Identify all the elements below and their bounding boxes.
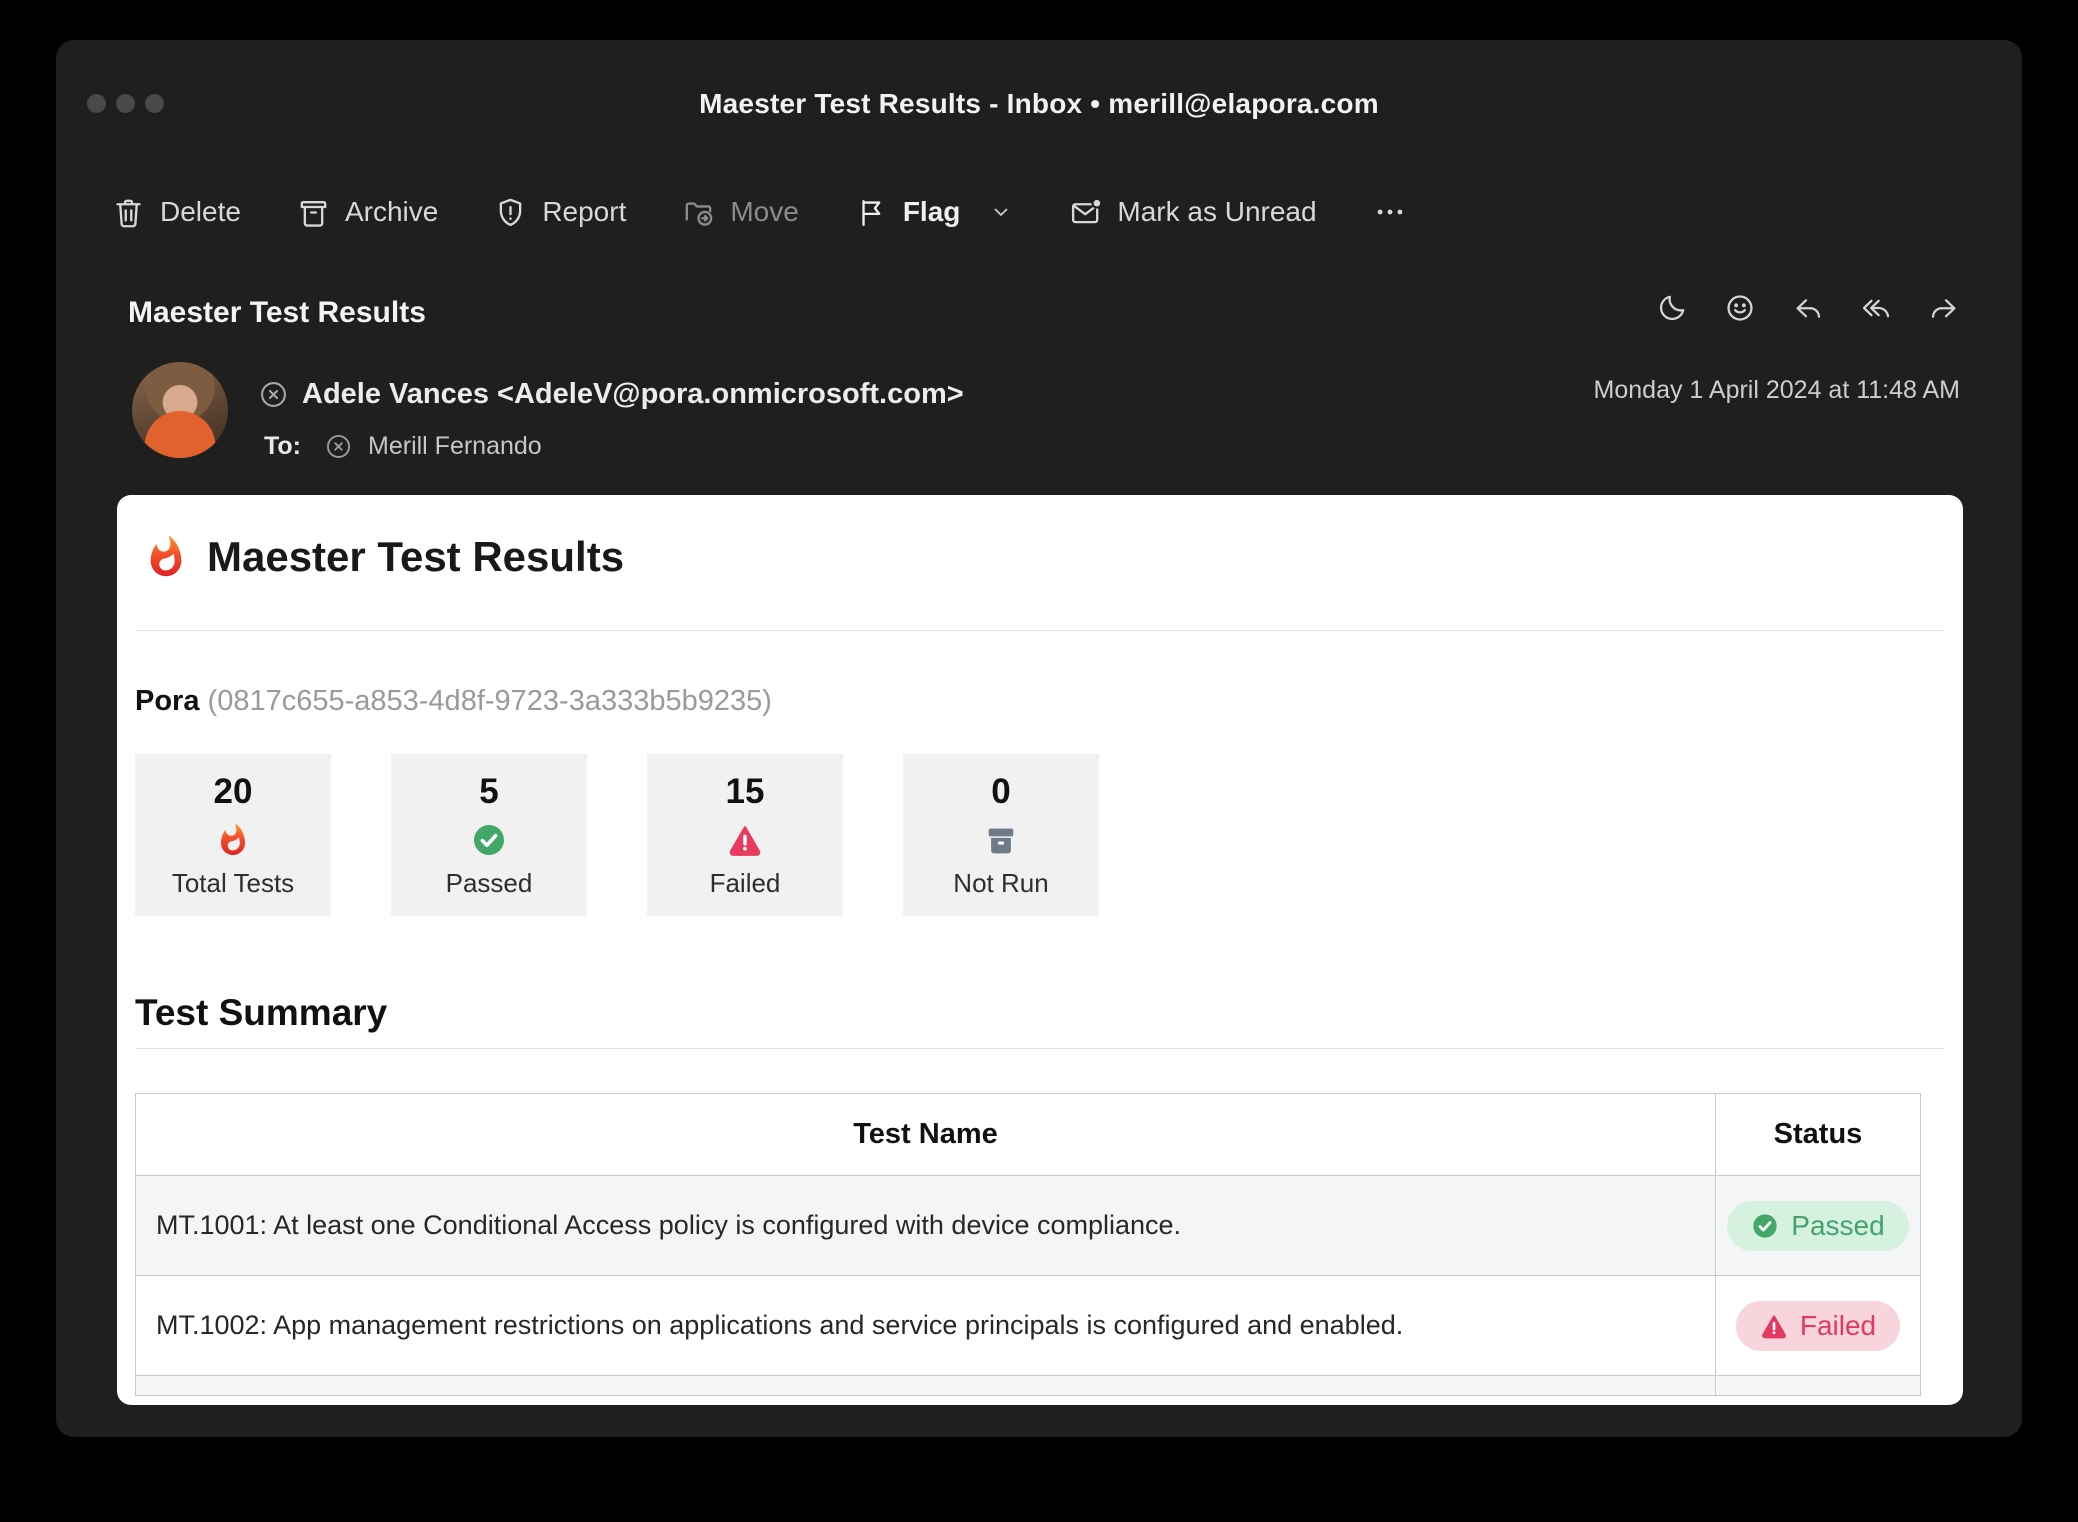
zoom-window-button[interactable]	[145, 94, 164, 113]
stat-card-failed: 15 Failed	[647, 754, 843, 916]
snooze-moon-icon[interactable]	[1656, 292, 1688, 324]
status-badge-label: Passed	[1791, 1209, 1885, 1241]
external-sender-circle-x-icon	[260, 381, 287, 408]
folder-move-icon	[686, 201, 713, 226]
tenant-line: Pora (0817c655-a853-4d8f-9723-3a333b5b92…	[135, 685, 1945, 718]
window-title: Maester Test Results - Inbox • merill@el…	[699, 88, 1379, 119]
stat-failed-value: 15	[725, 771, 765, 811]
sender-name-email: Adele Vances <AdeleV@pora.onmicrosoft.co…	[302, 378, 964, 410]
stat-total-label: Total Tests	[171, 867, 295, 898]
report-button[interactable]: Report	[494, 196, 626, 229]
delete-label: Delete	[160, 196, 241, 227]
email-title-row: Maester Test Results	[143, 532, 1945, 582]
sender-row[interactable]: Adele Vances <AdeleV@pora.onmicrosoft.co…	[260, 378, 964, 411]
table-header-row: Test Name Status	[135, 1093, 1921, 1176]
check-circle-icon	[1753, 1213, 1777, 1238]
move-button[interactable]: Move	[682, 196, 799, 229]
mark-as-unread-label: Mark as Unread	[1117, 196, 1317, 227]
message-subject: Maester Test Results	[128, 296, 426, 329]
stat-passed-label: Passed	[445, 867, 533, 898]
more-icon	[1377, 209, 1402, 215]
archive-label: Archive	[344, 196, 439, 227]
mail-app-window: Maester Test Results - Inbox • merill@el…	[56, 40, 2022, 1437]
stats-row: 20 Total Tests 5 Passed 15	[135, 754, 1945, 916]
stat-total-value: 20	[213, 771, 253, 811]
status-cell: Passed	[1715, 1175, 1921, 1276]
shield-report-icon	[500, 198, 522, 226]
check-circle-icon	[474, 824, 504, 855]
warning-triangle-icon	[729, 825, 761, 856]
title-divider	[135, 630, 1945, 631]
table-row: MT.1002: App management restrictions on …	[135, 1275, 1921, 1376]
mail-unread-dot-icon	[1072, 197, 1103, 223]
emoji-reaction-icon[interactable]	[1724, 292, 1756, 324]
move-label: Move	[730, 196, 799, 227]
more-actions-button[interactable]	[1373, 195, 1407, 229]
tenant-id: (0817c655-a853-4d8f-9723-3a333b5b9235)	[207, 685, 772, 717]
email-body: Maester Test Results Pora (0817c655-a853…	[117, 495, 1963, 1405]
tenant-name: Pora	[135, 685, 200, 717]
test-name-cell: MT.1001: At least one Conditional Access…	[135, 1175, 1716, 1276]
stat-card-passed: 5 Passed	[391, 754, 587, 916]
flag-icon	[862, 199, 881, 226]
table-row: MT.1001: At least one Conditional Access…	[135, 1175, 1921, 1276]
message-toolbar: Delete Archive Report Move	[112, 182, 1407, 242]
status-cell: Failed	[1715, 1275, 1921, 1376]
flag-label: Flag	[902, 196, 961, 227]
archive-box-icon	[988, 828, 1014, 853]
message-actions	[1656, 292, 1960, 324]
minimize-window-button[interactable]	[116, 94, 135, 113]
stat-card-total: 20 Total Tests	[135, 754, 331, 916]
test-name-cell: MT.1002: App management restrictions on …	[135, 1275, 1716, 1376]
test-results-table: Test Name Status MT.1001: At least one C…	[135, 1093, 1921, 1396]
flag-button[interactable]: Flag	[855, 196, 1014, 229]
close-window-button[interactable]	[87, 94, 106, 113]
flame-icon	[150, 535, 182, 577]
test-summary-heading: Test Summary	[135, 992, 1945, 1049]
status-badge-failed: Failed	[1735, 1300, 1901, 1351]
reply-all-icon[interactable]	[1860, 292, 1892, 324]
warning-triangle-icon	[1761, 1314, 1786, 1338]
status-column-header: Status	[1715, 1093, 1921, 1176]
sender-avatar[interactable]	[132, 362, 228, 458]
forward-icon[interactable]	[1928, 292, 1960, 324]
clipped-cell	[135, 1375, 1716, 1396]
flame-icon	[221, 822, 245, 855]
test-name-column-header: Test Name	[135, 1093, 1716, 1176]
stat-notrun-value: 0	[991, 771, 1011, 811]
stat-card-notrun: 0 Not Run	[903, 754, 1099, 916]
mark-as-unread-button[interactable]: Mark as Unread	[1069, 196, 1317, 229]
trash-icon	[116, 199, 141, 227]
external-recipient-circle-x-icon	[326, 434, 351, 459]
archive-icon	[300, 200, 327, 227]
status-badge-label: Failed	[1799, 1309, 1877, 1341]
email-title: Maester Test Results	[207, 533, 625, 580]
to-label: To:	[264, 432, 302, 460]
status-badge-passed: Passed	[1727, 1200, 1909, 1251]
stat-passed-value: 5	[479, 771, 499, 811]
recipient-row: To: Merill Fernando	[264, 432, 542, 461]
clipped-cell	[1715, 1375, 1921, 1396]
delete-button[interactable]: Delete	[112, 196, 241, 229]
table-row-clipped	[135, 1375, 1921, 1396]
reply-icon[interactable]	[1792, 292, 1824, 324]
message-date: Monday 1 April 2024 at 11:48 AM	[1593, 376, 1960, 404]
recipient-name[interactable]: Merill Fernando	[368, 432, 542, 460]
stat-notrun-label: Not Run	[953, 867, 1049, 898]
archive-button[interactable]: Archive	[297, 196, 438, 229]
report-label: Report	[542, 196, 627, 227]
stat-failed-label: Failed	[709, 867, 781, 898]
chevron-down-icon[interactable]	[989, 200, 1013, 224]
